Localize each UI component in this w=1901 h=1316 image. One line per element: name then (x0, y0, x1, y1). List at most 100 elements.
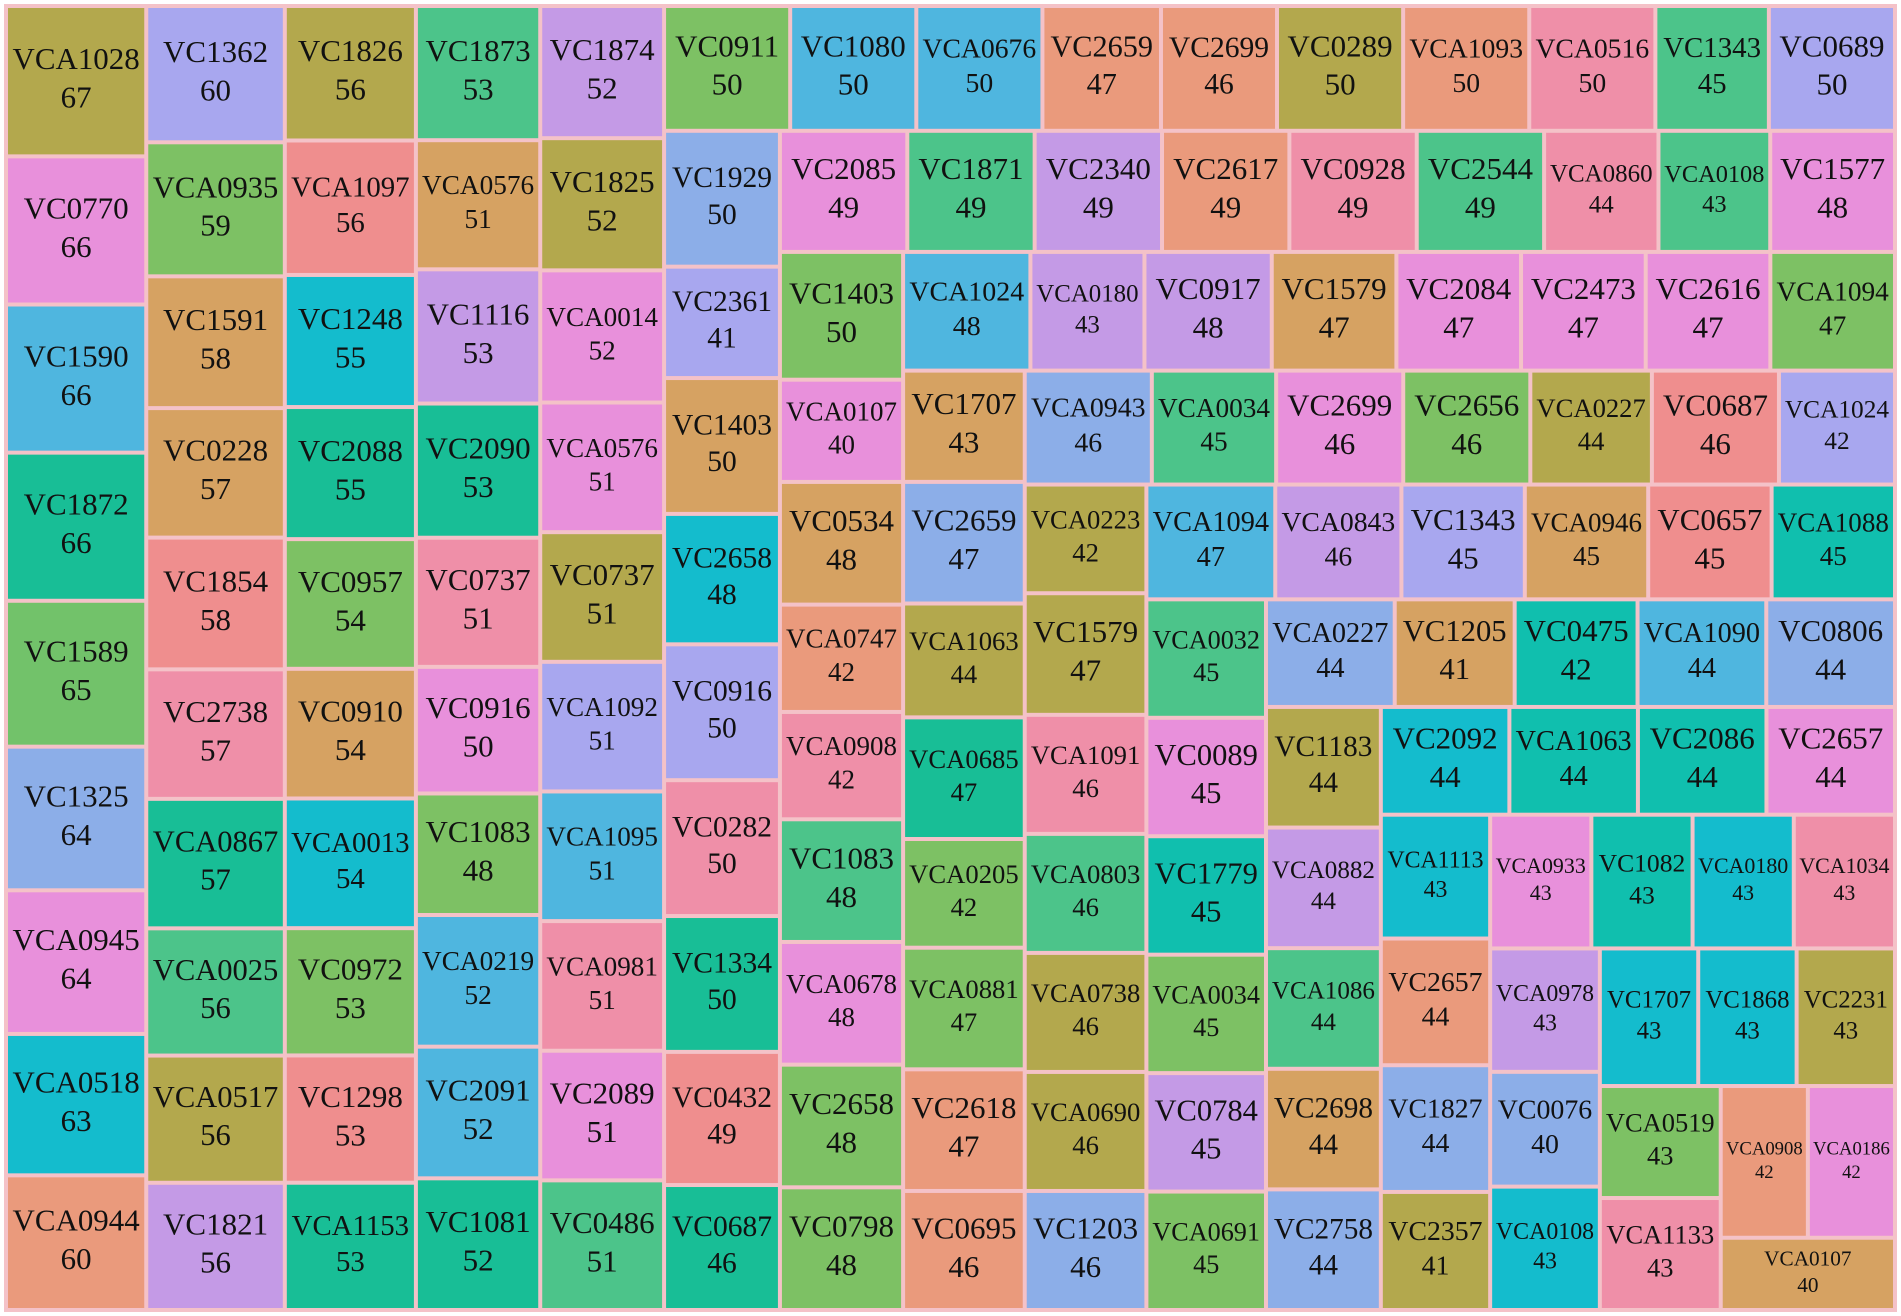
tile-value: 41 (1439, 652, 1470, 686)
tile (417, 8, 539, 139)
tile-label: VC1325 (24, 778, 129, 813)
tile-label: VCA0227 (1272, 618, 1388, 649)
tile (666, 1187, 778, 1308)
tile-value: 54 (336, 863, 365, 895)
tile-value: 53 (335, 990, 366, 1025)
tile (542, 1182, 663, 1308)
tile-value: 50 (707, 712, 737, 744)
tile (148, 539, 283, 668)
tile (1492, 1188, 1598, 1308)
tile-value: 45 (1191, 776, 1222, 810)
tile (905, 605, 1023, 716)
tile-label: VC1298 (298, 1079, 403, 1114)
tile-label: VC2659 (911, 503, 1016, 538)
tile-label: VC1343 (1411, 502, 1516, 537)
tile (8, 158, 145, 303)
tile-value: 49 (1465, 190, 1496, 225)
tile-value: 65 (61, 672, 92, 707)
tile (905, 253, 1029, 369)
tile-label: VC2091 (426, 1072, 531, 1107)
tile-label: VC0089 (1154, 738, 1257, 772)
tile-label: VC2758 (1274, 1213, 1373, 1245)
tile-value: 53 (463, 335, 494, 370)
tile-label: VCA0690 (1031, 1097, 1140, 1127)
tile (8, 892, 145, 1032)
tile-value: 66 (61, 377, 92, 412)
tile (1647, 253, 1769, 369)
tile (542, 663, 663, 790)
tile (781, 483, 902, 603)
tile-value: 47 (1443, 310, 1474, 345)
tile-label: VCA1094 (1776, 277, 1889, 307)
tile-value: 42 (951, 892, 978, 922)
tile (1146, 253, 1270, 369)
tile-label: VC1334 (672, 947, 772, 979)
tile-label: VC2473 (1531, 271, 1636, 306)
tile-label: VC1873 (426, 33, 531, 68)
tile-value: 48 (826, 1247, 857, 1282)
tile (781, 132, 906, 250)
tile-label: VC0910 (298, 694, 403, 729)
tile (666, 8, 789, 129)
tile-value: 43 (1735, 1017, 1760, 1044)
tile-value: 45 (1448, 540, 1479, 575)
tile-label: VCA0034 (1152, 981, 1260, 1010)
tile (905, 719, 1023, 838)
tile-label: VC1203 (1033, 1210, 1138, 1245)
tile (1722, 1239, 1893, 1308)
tile-label: VC0737 (550, 557, 655, 592)
tile (1032, 253, 1143, 369)
tile-label: VC2085 (791, 151, 896, 186)
tile-value: 44 (1422, 1128, 1450, 1159)
tile-value: 58 (200, 602, 231, 637)
tile (1026, 1073, 1145, 1189)
tile-value: 42 (828, 765, 855, 795)
tile (1772, 253, 1893, 369)
tile (1772, 132, 1893, 250)
tile-label: VC2658 (789, 1086, 894, 1121)
tile-label: VC1579 (1282, 271, 1387, 306)
tile-label: VC2340 (1046, 151, 1151, 186)
tile-value: 46 (1072, 1011, 1099, 1041)
tile (1026, 716, 1145, 832)
tile-label: VC0534 (789, 503, 895, 538)
tile (542, 140, 663, 269)
tile-label: VCA1024 (909, 276, 1024, 307)
tile-value: 41 (707, 322, 737, 354)
tile (1278, 372, 1402, 483)
tile (1405, 372, 1529, 483)
tile-label: VC2357 (1388, 1216, 1482, 1247)
tile-label: VC2092 (1393, 721, 1498, 756)
tile-value: 43 (1637, 1017, 1662, 1044)
tile (1780, 372, 1893, 483)
tile-value: 47 (948, 1128, 979, 1163)
tile-label: VC1083 (426, 814, 531, 849)
tile-label: VCA1063 (909, 626, 1018, 656)
tile (417, 917, 539, 1045)
tile-value: 43 (948, 425, 979, 460)
tile-value: 43 (1833, 1017, 1858, 1044)
tile-value: 45 (1200, 427, 1227, 457)
tile-value: 53 (335, 1117, 366, 1152)
tile-value: 49 (1083, 190, 1114, 225)
tile-value: 49 (955, 190, 986, 225)
tile-label: VCA0205 (909, 859, 1018, 889)
tile-label: VC0289 (1288, 28, 1393, 63)
tile-value: 43 (1702, 191, 1726, 218)
tile (1148, 838, 1264, 953)
tile-value: 48 (1817, 190, 1848, 225)
tile-value: 50 (707, 984, 737, 1016)
tile-label: VC1343 (1663, 32, 1761, 64)
tile (417, 271, 539, 402)
tile-value: 43 (1533, 1249, 1557, 1275)
tile (286, 800, 414, 927)
tile-value: 66 (61, 229, 92, 264)
tile-value: 53 (463, 71, 494, 106)
tile-label: VC0076 (1498, 1094, 1592, 1125)
tile (148, 144, 283, 275)
tile-value: 53 (463, 469, 494, 504)
tile-label: VCA0935 (153, 170, 279, 204)
tile-label: VCA1113 (1387, 847, 1483, 873)
tile (1279, 8, 1402, 129)
